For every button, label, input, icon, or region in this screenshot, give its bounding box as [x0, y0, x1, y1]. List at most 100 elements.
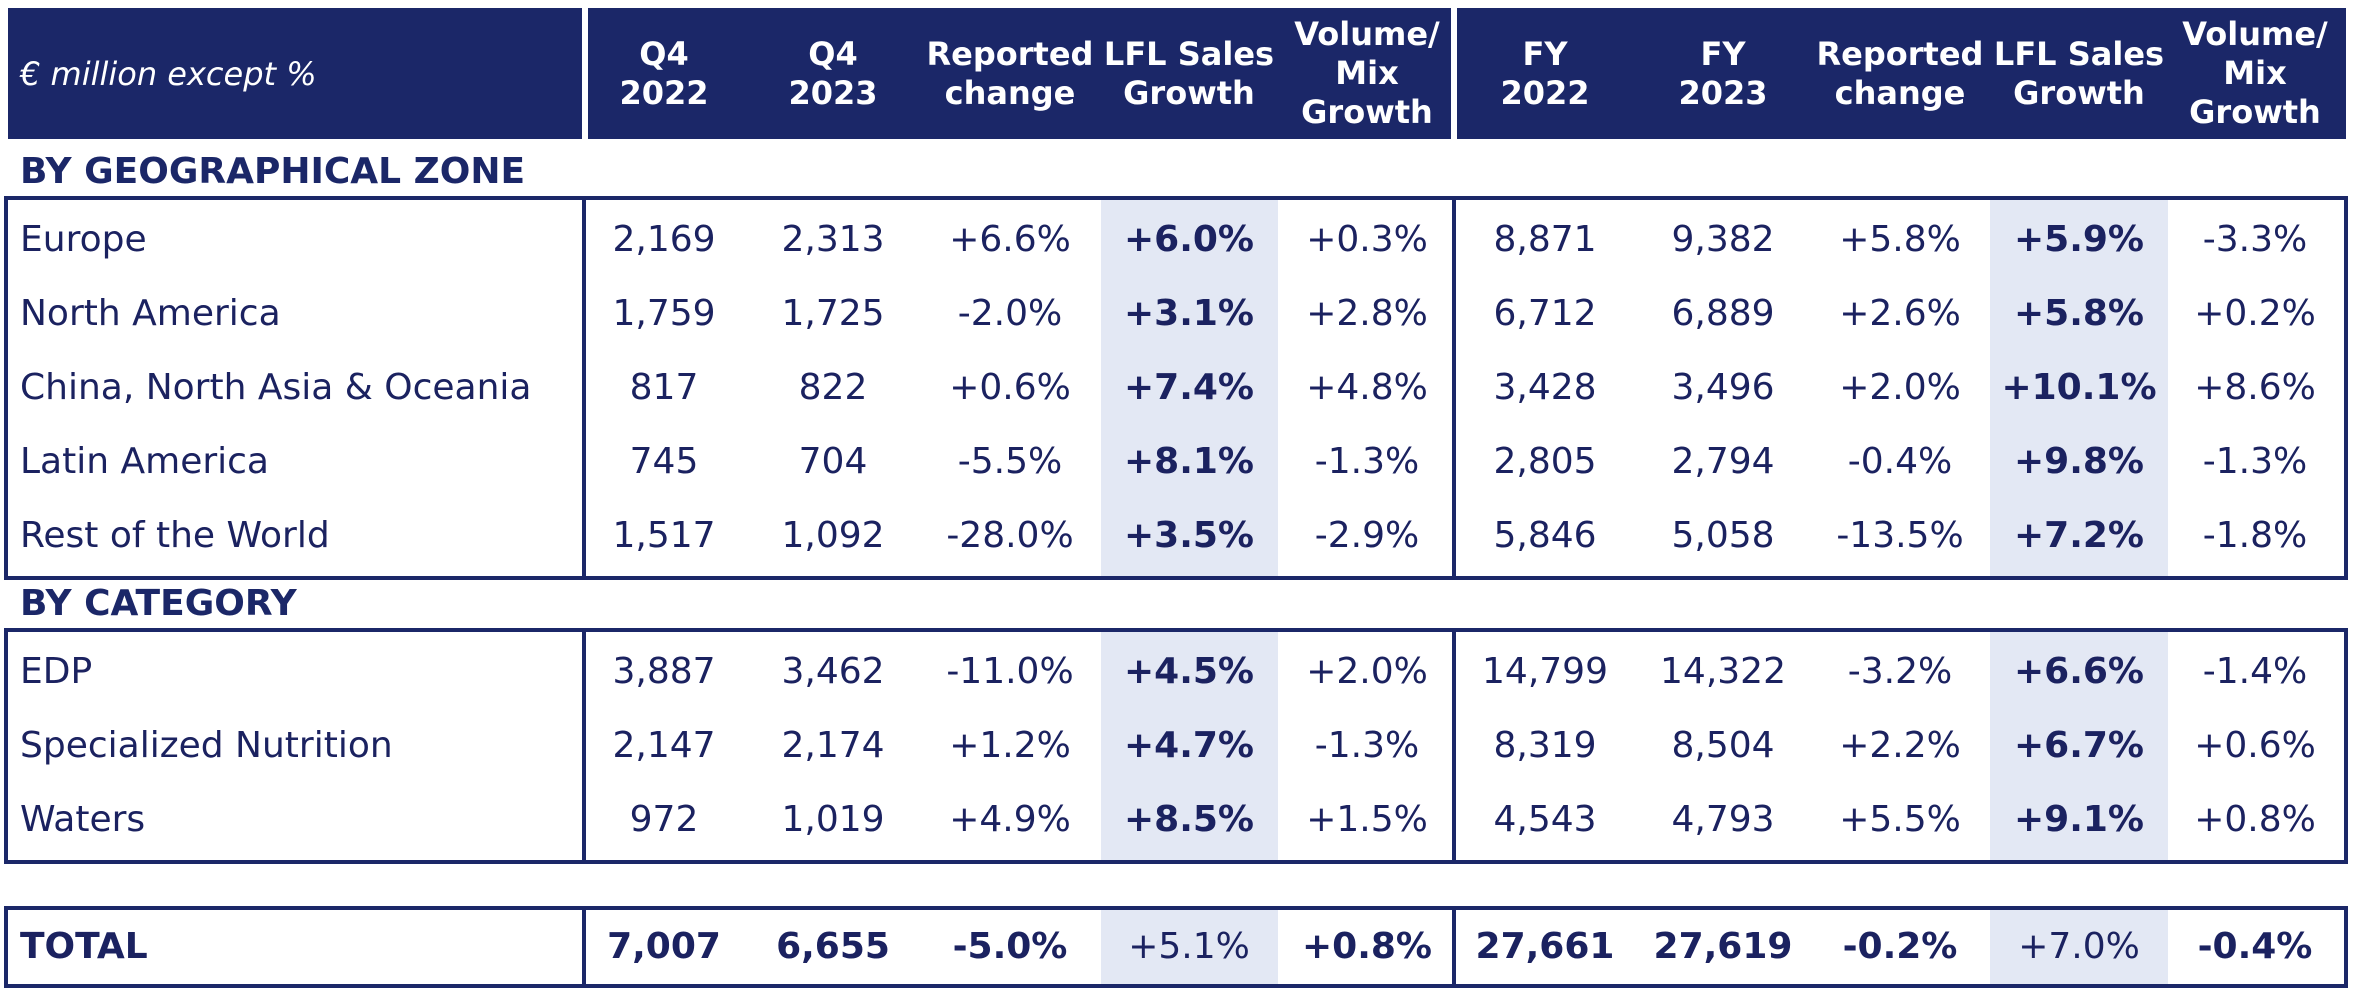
column-header: Volume/ Mix Growth: [1294, 15, 1440, 131]
table-cell: 704: [798, 441, 868, 482]
highlight-column: [1101, 196, 1278, 580]
column-divider: [1452, 196, 1456, 580]
table-cell: 4,793: [1671, 799, 1775, 840]
table-cell: +1.5%: [1306, 799, 1428, 840]
table-cell: -0.4%: [1847, 441, 1953, 482]
table-cell: 745: [629, 441, 699, 482]
header-bar: [8, 8, 2346, 139]
table-cell: +6.7%: [2013, 725, 2144, 766]
total-box: [4, 906, 2348, 988]
table-cell: 9,382: [1671, 219, 1775, 260]
table-cell: +7.2%: [2013, 515, 2144, 556]
table-cell: 1,517: [612, 515, 716, 556]
section-box: [4, 196, 2348, 580]
table-cell: -1.3%: [1314, 441, 1420, 482]
table-cell: +0.3%: [1306, 219, 1428, 260]
table-cell: +1.2%: [949, 725, 1071, 766]
row-label: Europe: [20, 219, 147, 260]
total-cell: 7,007: [607, 926, 721, 967]
table-cell: -1.3%: [1314, 725, 1420, 766]
table-cell: +0.6%: [949, 367, 1071, 408]
highlight-column: [1990, 906, 2168, 988]
table-cell: -13.5%: [1836, 515, 1964, 556]
table-cell: -3.3%: [2202, 219, 2308, 260]
table-cell: -3.2%: [1847, 651, 1953, 692]
column-header: Volume/ Mix Growth: [2182, 15, 2328, 131]
highlight-column: [1101, 628, 1278, 864]
header-separator: [582, 8, 588, 139]
column-header: FY 2023: [1678, 34, 1768, 112]
table-cell: 1,019: [781, 799, 885, 840]
total-cell: -5.0%: [952, 926, 1068, 967]
table-cell: -11.0%: [946, 651, 1074, 692]
section-title: BY GEOGRAPHICAL ZONE: [20, 151, 526, 192]
table-cell: -2.0%: [957, 293, 1063, 334]
column-header: Q4 2022: [619, 34, 709, 112]
table-cell: +9.8%: [2013, 441, 2144, 482]
header-label: € million except %: [20, 54, 317, 93]
table-cell: +2.2%: [1839, 725, 1961, 766]
table-cell: +9.1%: [2013, 799, 2144, 840]
table-cell: +5.5%: [1839, 799, 1961, 840]
header-separator: [1451, 8, 1457, 139]
table-cell: 3,496: [1671, 367, 1775, 408]
table-cell: 4,543: [1493, 799, 1597, 840]
table-cell: 3,428: [1493, 367, 1597, 408]
total-cell: +5.1%: [1128, 926, 1250, 967]
row-label: Waters: [20, 799, 146, 840]
table-cell: 2,174: [781, 725, 885, 766]
column-header: Reported change: [1816, 34, 1984, 112]
table-cell: -1.4%: [2202, 651, 2308, 692]
table-cell: +3.1%: [1123, 293, 1254, 334]
total-cell: 27,661: [1475, 926, 1615, 967]
table-cell: 2,313: [781, 219, 885, 260]
table-cell: +2.0%: [1306, 651, 1428, 692]
row-label: Latin America: [20, 441, 269, 482]
row-label: EDP: [20, 651, 93, 692]
total-cell: -0.4%: [2197, 926, 2313, 967]
section-title: BY CATEGORY: [20, 583, 297, 624]
table-cell: 5,058: [1671, 515, 1775, 556]
table-cell: +2.0%: [1839, 367, 1961, 408]
table-cell: 14,799: [1482, 651, 1608, 692]
table-cell: 1,759: [612, 293, 716, 334]
table-cell: 8,871: [1493, 219, 1597, 260]
table-cell: -1.8%: [2202, 515, 2308, 556]
table-cell: +5.8%: [1839, 219, 1961, 260]
total-cell: +7.0%: [2018, 926, 2140, 967]
table-cell: +4.7%: [1123, 725, 1254, 766]
table-cell: 8,319: [1493, 725, 1597, 766]
table-cell: -2.9%: [1314, 515, 1420, 556]
table-cell: 822: [798, 367, 868, 408]
column-header: LFL Sales Growth: [1993, 34, 2165, 112]
highlight-column: [1990, 196, 2168, 580]
table-cell: 3,887: [612, 651, 716, 692]
table-cell: -28.0%: [946, 515, 1074, 556]
section-box: [4, 628, 2348, 864]
table-cell: -1.3%: [2202, 441, 2308, 482]
table-cell: +10.1%: [2001, 367, 2157, 408]
column-divider: [1452, 906, 1456, 988]
column-header: LFL Sales Growth: [1103, 34, 1275, 112]
table-cell: +5.9%: [2013, 219, 2144, 260]
table-cell: +2.6%: [1839, 293, 1961, 334]
total-cell: 27,619: [1653, 926, 1793, 967]
column-divider: [582, 196, 586, 580]
table-cell: +7.4%: [1123, 367, 1254, 408]
table-cell: 2,147: [612, 725, 716, 766]
row-label: Specialized Nutrition: [20, 725, 393, 766]
table-cell: 6,889: [1671, 293, 1775, 334]
total-cell: +0.8%: [1301, 926, 1432, 967]
row-label: Rest of the World: [20, 515, 330, 556]
column-divider: [582, 628, 586, 864]
table-cell: 1,092: [781, 515, 885, 556]
table-cell: 8,504: [1671, 725, 1775, 766]
table-cell: +8.1%: [1123, 441, 1254, 482]
column-header: Q4 2023: [788, 34, 878, 112]
total-cell: -0.2%: [1842, 926, 1958, 967]
table-cell: 2,169: [612, 219, 716, 260]
table-cell: +2.8%: [1306, 293, 1428, 334]
table-cell: +0.6%: [2194, 725, 2316, 766]
table-cell: 6,712: [1493, 293, 1597, 334]
table-cell: +4.8%: [1306, 367, 1428, 408]
